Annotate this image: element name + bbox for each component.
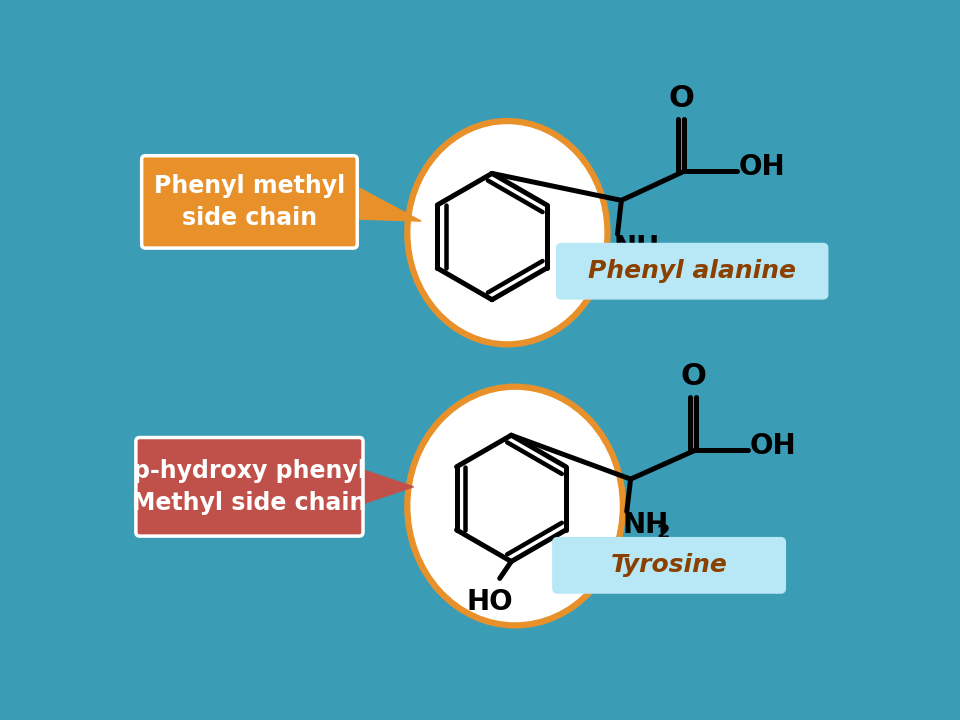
FancyBboxPatch shape <box>553 538 785 593</box>
Text: 2: 2 <box>647 246 660 264</box>
Polygon shape <box>359 469 414 505</box>
Ellipse shape <box>407 387 623 626</box>
Text: O: O <box>668 84 694 112</box>
Text: Phenyl methyl
side chain: Phenyl methyl side chain <box>154 174 345 230</box>
Text: p-hydroxy phenyl
Methyl side chain: p-hydroxy phenyl Methyl side chain <box>132 459 367 515</box>
Text: 2: 2 <box>656 523 670 541</box>
Text: O: O <box>680 362 706 391</box>
Text: OH: OH <box>750 432 797 460</box>
Text: Tyrosine: Tyrosine <box>611 554 728 577</box>
Text: HO: HO <box>467 588 514 616</box>
Text: NH: NH <box>613 234 660 262</box>
Ellipse shape <box>407 121 608 344</box>
FancyBboxPatch shape <box>142 156 357 248</box>
Text: Phenyl alanine: Phenyl alanine <box>588 259 796 283</box>
Polygon shape <box>353 185 421 221</box>
Text: OH: OH <box>738 153 785 181</box>
FancyBboxPatch shape <box>557 243 828 299</box>
Text: NH: NH <box>623 511 669 539</box>
FancyBboxPatch shape <box>136 438 363 536</box>
